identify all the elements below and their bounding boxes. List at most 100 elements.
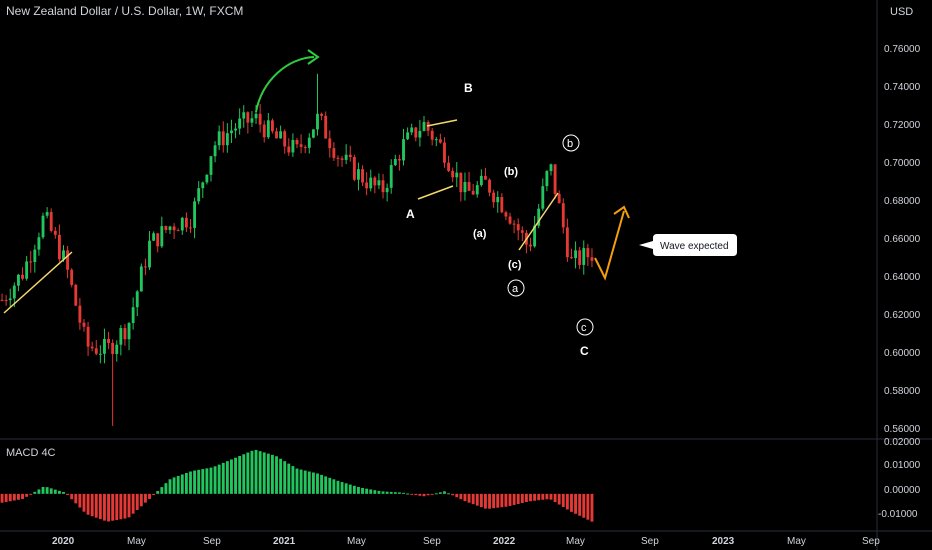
macd-bar [389,491,393,494]
macd-bar [402,492,405,494]
candle-body [545,171,549,187]
candle-body [393,159,397,166]
candle-body [17,274,20,286]
candle-body [246,112,250,123]
macd-bar [553,493,557,503]
macd-bar [463,493,467,502]
time-tick-label: 2020 [52,536,75,547]
wave-label-c-circled: c [581,322,587,334]
macd-bar [541,493,545,500]
macd-bar [0,493,4,503]
candle-body [225,133,229,146]
candle-body [242,112,246,119]
candle-body [53,230,57,235]
candle-body [250,118,254,123]
macd-bar [320,474,324,494]
candle-body [303,146,307,148]
macd-bar [127,493,131,518]
candle-body [25,261,29,279]
callout-wave-expected[interactable]: Wave expected [639,234,737,256]
macd-bar [258,451,262,494]
candle-body [287,146,291,153]
time-axis[interactable]: 2020 May Sep 2021 May Sep 2022 May Sep 2… [52,536,880,547]
macd-tick-label: -0.01000 [878,509,918,520]
time-tick-label: Sep [862,536,880,547]
candle-body [500,197,504,213]
candle-body [172,226,176,231]
wave-label-C: C [580,344,589,358]
candle-body [516,224,520,231]
candle-body [397,159,401,161]
candle-body [357,169,360,180]
macd-bar [414,493,418,496]
candle-body [135,291,139,308]
macd-bar [189,471,192,494]
candle-body [262,124,266,138]
candle-body [340,158,344,160]
macd-bar [291,466,295,494]
macd-axis[interactable]: 0.02000 0.01000 0.00000 -0.01000 [878,437,921,520]
candle-body [193,201,197,228]
candle-body [275,131,278,139]
macd-bar [184,472,188,494]
macd-bar [348,484,352,494]
candle-body [70,269,74,285]
candle-body [369,177,373,189]
macd-bar [209,467,213,494]
macd-bar [148,493,151,499]
macd-bar [270,454,274,494]
macd-bar [492,493,496,509]
macd-bar [172,477,176,494]
macd-bar [504,493,508,507]
chart-title: New Zealand Dollar / U.S. Dollar, 1W, FX… [6,4,243,18]
candle-body [328,138,332,149]
time-tick-label: Sep [423,536,441,547]
macd-bar [549,493,553,500]
candle-body [352,157,356,180]
candle-body [98,353,102,355]
macd-bar [479,493,483,508]
macd-bar [537,493,541,501]
candle-body [184,217,188,228]
trendline [426,119,458,127]
macd-bar [455,493,459,498]
macd-bar [484,493,487,509]
candle-body [422,122,426,131]
candle-body [82,322,86,327]
macd-bar [373,490,377,494]
candle-body [127,323,131,340]
candle-body [430,130,434,140]
candle-body [488,179,491,193]
price-tick-label: 0.76000 [884,44,921,55]
macd-bar [193,470,197,494]
candle-body [266,120,270,138]
macd-bar [131,493,135,514]
macd-bar [82,493,86,512]
candle-body [484,175,487,180]
candle-body [86,326,90,347]
candle-body [189,227,192,229]
macd-bar [53,489,57,494]
candle-body [0,299,4,301]
price-axis[interactable]: 0.76000 0.74000 0.72000 0.70000 0.68000 … [884,44,921,435]
time-tick-label: 2021 [273,536,296,547]
candle-body [111,342,115,354]
wave-label-A: A [406,207,415,221]
candle-body [217,131,221,146]
candle-body [160,226,164,247]
candle-body [316,113,319,130]
macd-bar [62,492,65,494]
price-tick-label: 0.66000 [884,234,921,245]
candle-body [197,188,201,202]
time-tick-label: May [347,536,366,547]
macd-bar [344,483,348,494]
macd-bar [570,493,573,512]
candle-body [164,226,168,230]
candle-body [66,250,70,270]
candle-body [139,266,143,292]
candle-body [385,187,389,193]
trendline [417,185,454,200]
candle-body [471,190,475,195]
macd-bar [57,490,61,494]
macd-label: MACD 4C [6,447,56,459]
